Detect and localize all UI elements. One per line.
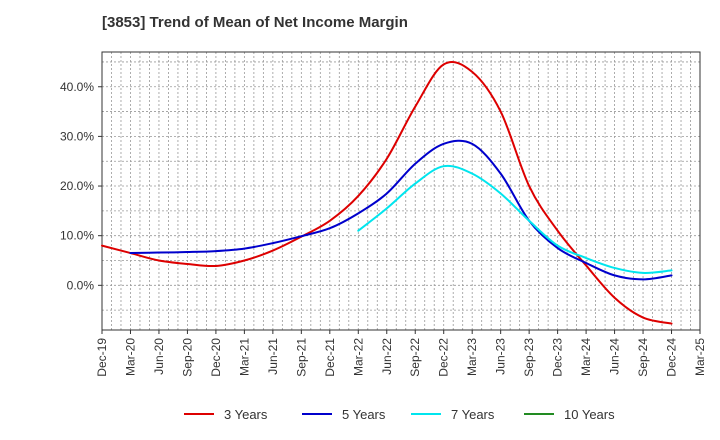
x-tick-label: Sep-24 — [636, 338, 650, 377]
chart-title: [3853] Trend of Mean of Net Income Margi… — [102, 14, 408, 31]
x-tick-label: Mar-25 — [693, 338, 707, 376]
x-tick-label: Sep-23 — [522, 338, 536, 377]
x-tick-label: Jun-21 — [266, 338, 280, 375]
x-tick-label: Dec-19 — [95, 338, 109, 377]
y-tick-label: 0.0% — [67, 278, 95, 292]
x-tick-label: Mar-22 — [351, 338, 365, 376]
legend-label: 3 Years — [224, 407, 268, 422]
x-axis: Dec-19 Mar-20 Jun-20 Sep-20 Dec-20 Mar-21 Jun-… — [95, 330, 707, 377]
x-tick-label: Jun-20 — [152, 338, 166, 375]
y-tick-label: 30.0% — [60, 129, 94, 143]
series-line-2 — [129, 139, 673, 281]
y-tick-label: 10.0% — [60, 229, 94, 243]
legend-label: 5 Years — [342, 407, 386, 422]
x-tick-label: Dec-22 — [437, 338, 451, 377]
grid — [102, 52, 700, 330]
legend-label: 10 Years — [564, 407, 615, 422]
y-axis: 40.0% 30.0% 20.0% 10.0% 0.0% — [60, 80, 102, 292]
x-tick-label: Jun-24 — [608, 338, 622, 375]
plot-area-frame — [101, 51, 701, 331]
series-lines — [101, 61, 673, 325]
x-tick-label: Sep-20 — [180, 338, 194, 377]
x-tick-label: Jun-23 — [494, 338, 508, 375]
x-tick-label: Sep-21 — [294, 338, 308, 377]
x-tick-label: Mar-23 — [465, 338, 479, 376]
x-tick-label: Dec-24 — [665, 338, 679, 377]
legend-label: 7 Years — [451, 407, 495, 422]
legend: 3 Years 5 Years 7 Years 10 Years — [184, 407, 615, 422]
x-tick-label: Dec-23 — [551, 338, 565, 377]
x-tick-label: Dec-21 — [323, 338, 337, 377]
x-tick-label: Mar-24 — [579, 338, 593, 376]
x-tick-label: Sep-22 — [408, 338, 422, 377]
x-tick-label: Mar-21 — [237, 338, 251, 376]
x-tick-label: Mar-20 — [123, 338, 137, 376]
y-tick-label: 20.0% — [60, 179, 94, 193]
x-tick-label: Dec-20 — [209, 338, 223, 377]
x-tick-label: Jun-22 — [380, 338, 394, 375]
y-tick-label: 40.0% — [60, 80, 94, 94]
series-line-3 — [357, 164, 673, 274]
